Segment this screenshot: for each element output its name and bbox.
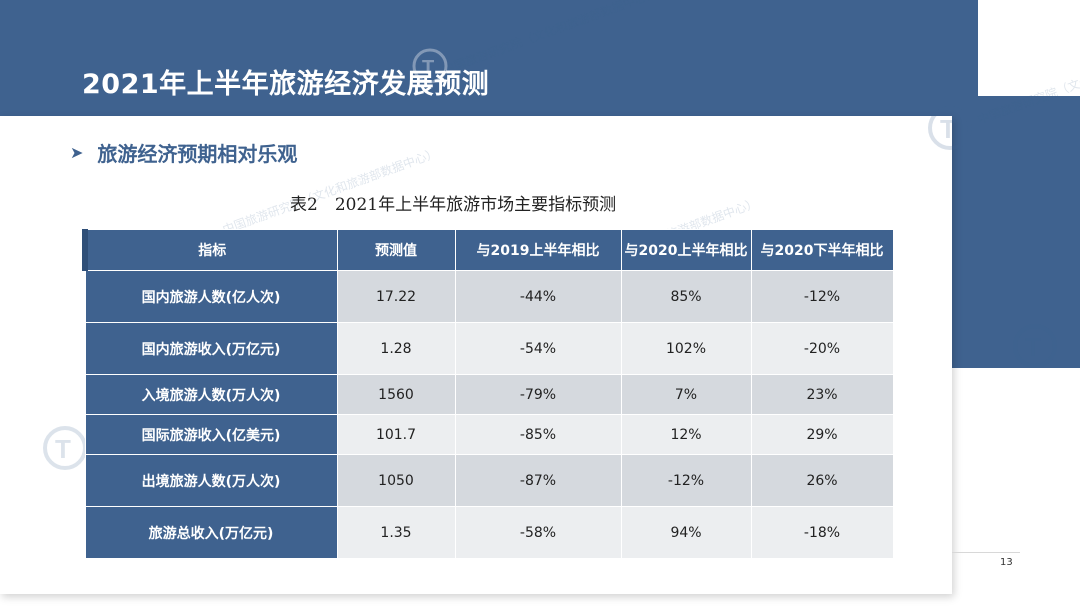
table-cell: 26% [750,454,894,507]
watermark-logo: T [412,48,448,84]
row-label: 出境旅游人数(万人次) [84,454,338,507]
svg-text:T: T [55,434,71,464]
table-cell: 94% [620,506,752,559]
table-cell: 85% [620,270,752,323]
right-accent-band [952,96,1080,368]
table-cell: -12% [620,454,752,507]
table-caption: 表2 2021年上半年旅游市场主要指标预测 [290,195,617,215]
row-label: 国内旅游收入(万亿元) [84,322,338,375]
table-cell: -58% [454,506,622,559]
row-label: 国内旅游人数(亿人次) [84,270,338,323]
column-header: 与2020上半年相比 [620,229,752,271]
table-cell: 23% [750,374,894,415]
bullet-text: 旅游经济预期相对乐观 [97,142,298,166]
watermark-logo: T [1013,324,1057,368]
table-cell: 29% [750,414,894,455]
table-cell: 17.22 [336,270,456,323]
table-cell: -18% [750,506,894,559]
header-band [0,0,978,117]
table-header-row: 指标 预测值 与2019上半年相比 与2020上半年相比 与2020下半年相比 [82,229,894,271]
row-label: 入境旅游人数(万人次) [84,374,338,415]
row-label: 旅游总收入(万亿元) [84,506,338,559]
table-cell: 1050 [336,454,456,507]
table-cell: 1.35 [336,506,456,559]
table-row: 国内旅游收入(万亿元) 1.28 -54% 102% -20% [84,322,894,375]
table-cell: -12% [750,270,894,323]
bullet-point: ➤ 旅游经济预期相对乐观 [70,138,297,167]
svg-text:T: T [940,114,956,144]
table-cell: 1560 [336,374,456,415]
table-cell: 101.7 [336,414,456,455]
table-cell: 102% [620,322,752,375]
table-cell: 12% [620,414,752,455]
table-cell: -79% [454,374,622,415]
table-cell: -85% [454,414,622,455]
table-cell: -20% [750,322,894,375]
table-cell: 1.28 [336,322,456,375]
slide-title: 2021年上半年旅游经济发展预测 [82,69,490,100]
svg-text:T: T [422,57,434,79]
arrow-bullet-icon: ➤ [70,143,84,162]
column-header: 与2020下半年相比 [750,229,894,271]
watermark-logo: T [928,106,972,150]
table-cell: 7% [620,374,752,415]
column-header: 指标 [82,229,338,271]
table-row: 出境旅游人数(万人次) 1050 -87% -12% 26% [84,454,894,507]
row-label: 国际旅游收入(亿美元) [84,414,338,455]
table-row: 国内旅游人数(亿人次) 17.22 -44% 85% -12% [84,270,894,323]
table-row: 国际旅游收入(亿美元) 101.7 -85% 12% 29% [84,414,894,455]
column-header: 与2019上半年相比 [454,229,622,271]
footer-divider [952,552,1020,553]
table-row: 入境旅游人数(万人次) 1560 -79% 7% 23% [84,374,894,415]
forecast-table: 指标 预测值 与2019上半年相比 与2020上半年相比 与2020下半年相比 … [82,229,894,559]
page-number: 13 [1000,557,1013,568]
table-cell: -44% [454,270,622,323]
column-header: 预测值 [336,229,456,271]
table-row: 旅游总收入(万亿元) 1.35 -58% 94% -18% [84,506,894,559]
table-cell: -87% [454,454,622,507]
svg-text:T: T [1025,332,1041,362]
table-cell: -54% [454,322,622,375]
